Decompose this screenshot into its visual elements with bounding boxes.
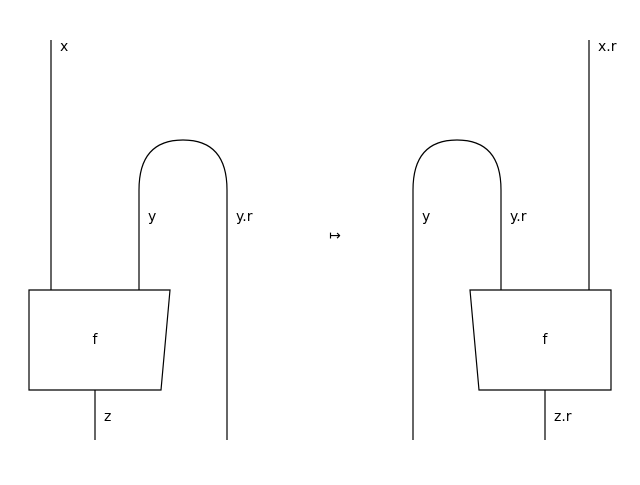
left-label-yr: y.r (236, 209, 253, 225)
right-label-xr: x.r (598, 39, 617, 55)
right-box-label: f (543, 332, 549, 348)
left-label-z: z (104, 409, 111, 425)
left-cup-y-yr (138, 139, 228, 440)
left-label-y: y (148, 209, 156, 225)
right-box-f (469, 289, 612, 391)
right-label-y: y (422, 209, 430, 225)
right-cup-y-yr (412, 139, 502, 440)
right-label-yr: y.r (510, 209, 527, 225)
right-diagram: f x.r y y.r z.r (412, 39, 617, 440)
left-box-label: f (93, 332, 99, 348)
left-label-x: x (60, 39, 68, 55)
right-label-zr: z.r (554, 409, 572, 425)
mapsto-arrow: ↦ (329, 228, 341, 244)
left-box-f (28, 289, 171, 391)
left-diagram: f x y y.r z (28, 39, 253, 440)
